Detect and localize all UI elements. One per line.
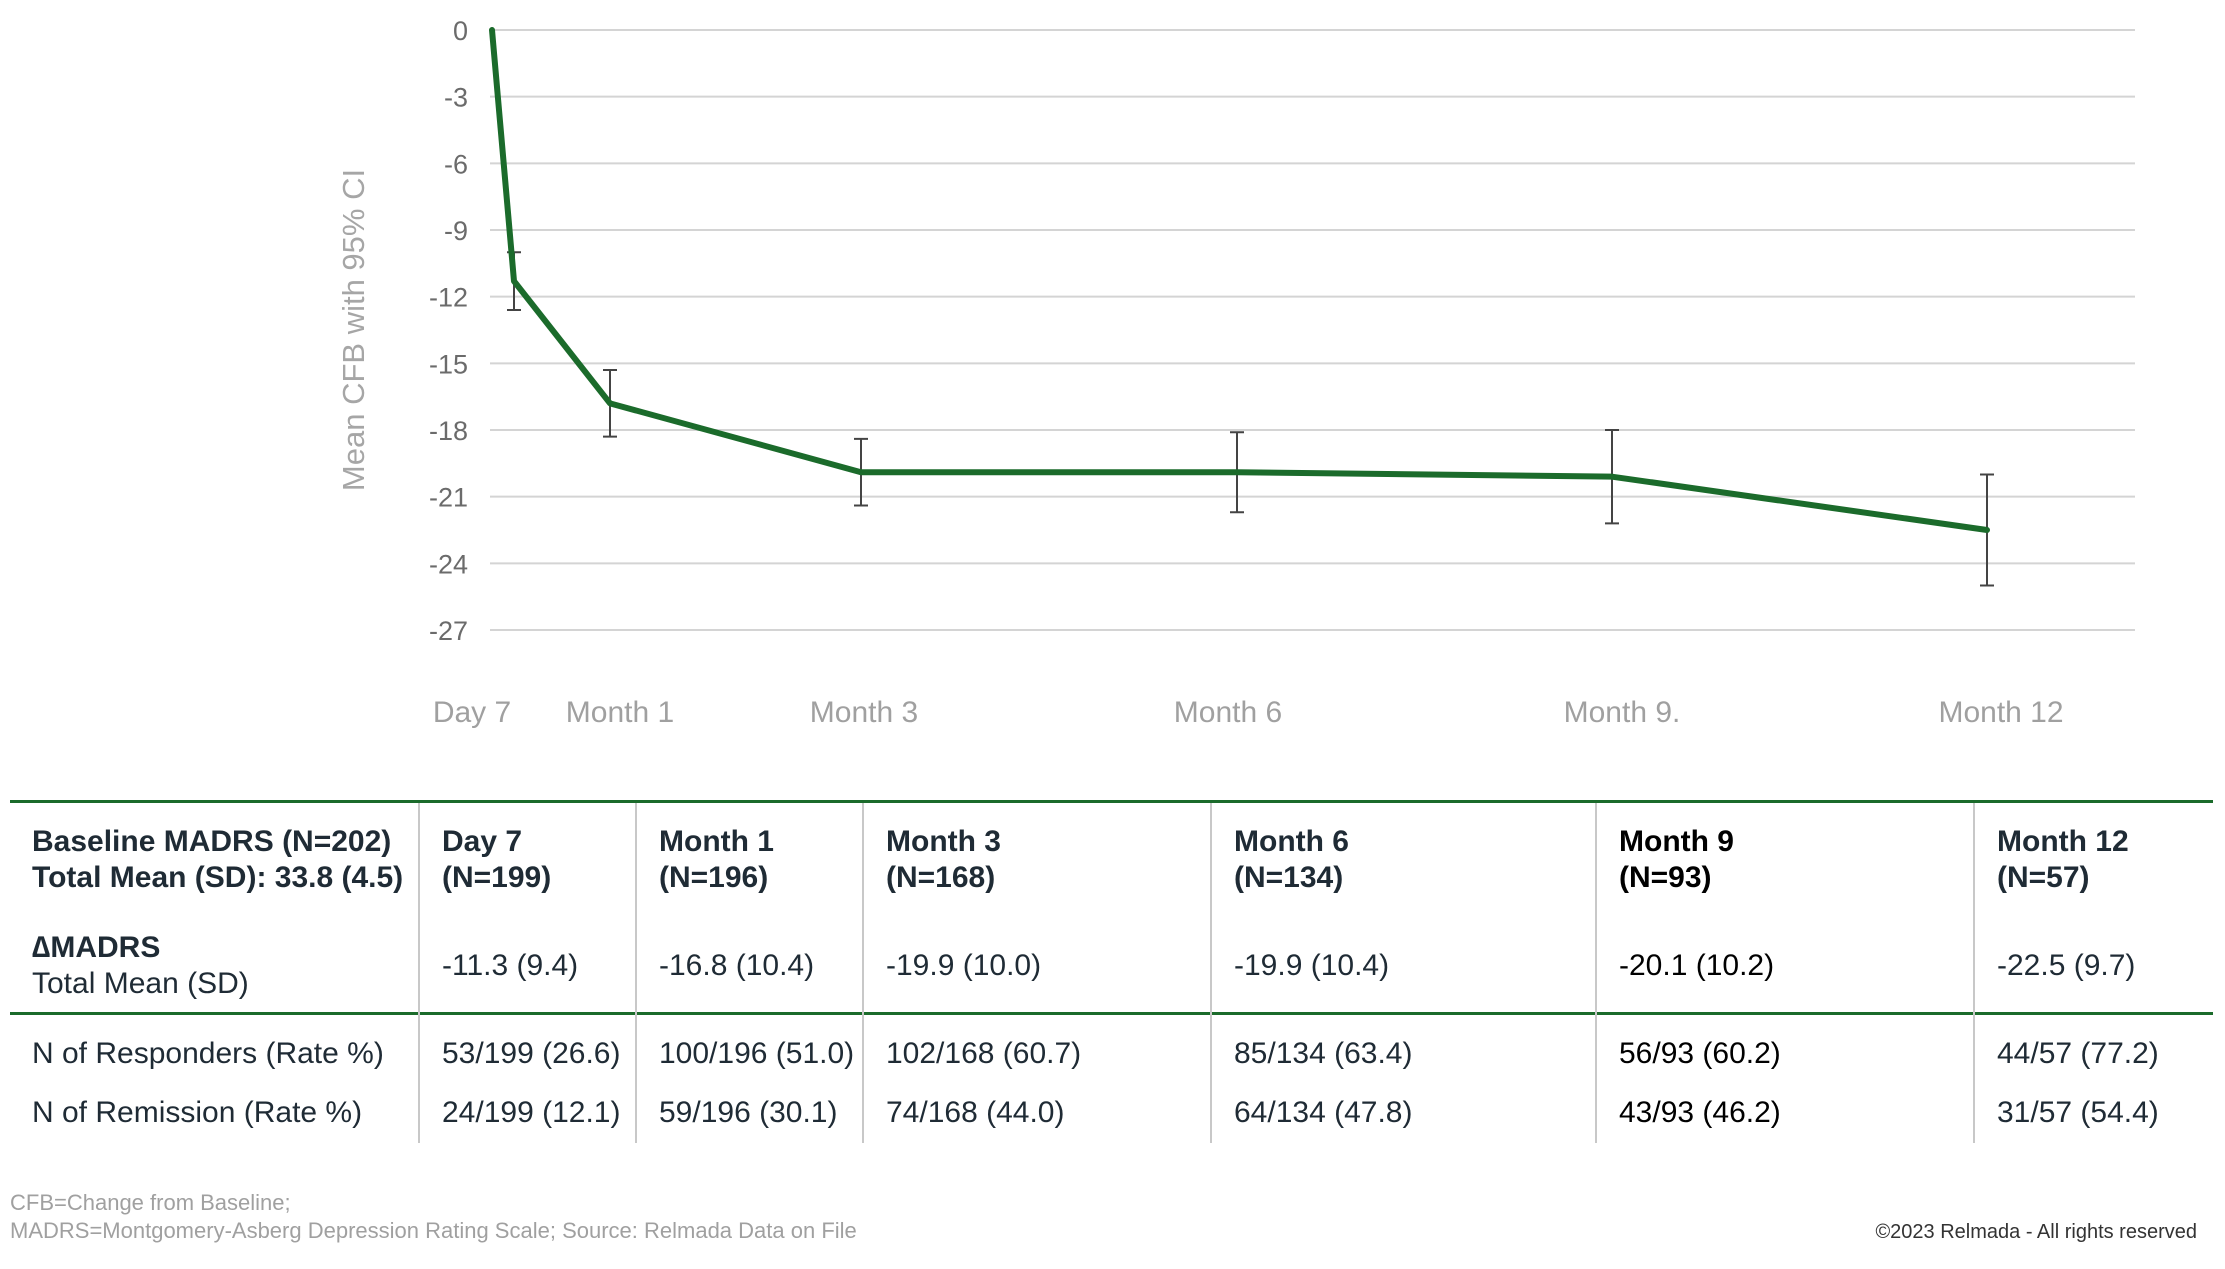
row-label-remission: N of Remission (Rate %) — [32, 1096, 363, 1129]
column-n: (N=196) — [659, 861, 769, 894]
y-tick-label: -9 — [444, 216, 468, 246]
y-tick-label: -21 — [429, 483, 468, 513]
y-tick-label: -6 — [444, 149, 468, 179]
table-header-month9: Month 9 (N=93) — [1619, 824, 1734, 896]
row-label-delta-madrs: ∆MADRS Total Mean (SD) — [32, 930, 249, 1002]
table-cell: 44/57 (77.2) — [1997, 1037, 2159, 1070]
delta-madrs-label: ∆MADRS — [32, 931, 161, 964]
baseline-total-mean-label: Total Mean (SD): 33.8 (4.5) — [32, 861, 404, 894]
column-title: Month 1 — [659, 825, 774, 858]
table-cell: 59/196 (30.1) — [659, 1096, 838, 1129]
table-header-day7: Day 7 (N=199) — [442, 824, 551, 896]
col-divider — [635, 803, 637, 1143]
table-cell: 102/168 (60.7) — [886, 1037, 1082, 1070]
x-tick-label: Month 12 — [1938, 696, 2063, 729]
table-top-rule — [10, 800, 2213, 803]
total-mean-sd-label: Total Mean (SD) — [32, 967, 249, 1000]
table-header-month6: Month 6 (N=134) — [1234, 824, 1349, 896]
series-line — [489, 27, 1990, 533]
table-cell: -19.9 (10.0) — [886, 949, 1042, 982]
table-header-month3: Month 3 (N=168) — [886, 824, 1001, 896]
table-cell: 56/93 (60.2) — [1619, 1037, 1781, 1070]
copyright: ©2023 Relmada - All rights reserved — [1875, 1221, 2197, 1243]
table-cell: -19.9 (10.4) — [1234, 949, 1390, 982]
y-tick-label: -27 — [429, 616, 468, 646]
x-tick-label: Month 3 — [810, 696, 918, 729]
table-cell: -22.5 (9.7) — [1997, 949, 2136, 982]
y-tick-label: -3 — [444, 83, 468, 113]
table-cell: 64/134 (47.8) — [1234, 1096, 1413, 1129]
table-cell: 31/57 (54.4) — [1997, 1096, 2159, 1129]
baseline-madrs-label: Baseline MADRS (N=202) — [32, 825, 392, 858]
x-tick-label: Day 7 — [433, 696, 511, 729]
col-divider — [418, 803, 420, 1143]
table-header-month12: Month 12 (N=57) — [1997, 824, 2129, 896]
table-cell: 53/199 (26.6) — [442, 1037, 621, 1070]
column-title: Month 3 — [886, 825, 1001, 858]
column-n: (N=199) — [442, 861, 552, 894]
table-cell: 24/199 (12.1) — [442, 1096, 621, 1129]
column-title: Month 12 — [1997, 825, 2129, 858]
table-cell: -20.1 (10.2) — [1619, 949, 1775, 982]
table-cell: -11.3 (9.4) — [442, 949, 579, 982]
column-n: (N=134) — [1234, 861, 1344, 894]
table-cell: -16.8 (10.4) — [659, 949, 815, 982]
col-divider — [862, 803, 864, 1143]
x-tick-label: Month 6 — [1174, 696, 1282, 729]
x-tick-label: Month 1 — [566, 696, 674, 729]
table-mid-rule — [10, 1012, 2213, 1015]
column-title: Month 6 — [1234, 825, 1349, 858]
x-tick-label: Month 9. — [1564, 696, 1681, 729]
footnote-madrs: MADRS=Montgomery-Asberg Depression Ratin… — [10, 1218, 857, 1243]
y-axis-ticks: 0 -3 -6 -9 -12 -15 -18 -21 -24 -27 — [429, 16, 468, 646]
y-tick-label: -18 — [429, 416, 468, 446]
table-cell: 85/134 (63.4) — [1234, 1037, 1413, 1070]
table-header-month1: Month 1 (N=196) — [659, 824, 774, 896]
y-tick-label: -12 — [429, 283, 468, 313]
table-cell: 43/93 (46.2) — [1619, 1096, 1781, 1129]
table-cell: 100/196 (51.0) — [659, 1037, 855, 1070]
error-bars — [507, 251, 1994, 587]
x-axis-ticks: Day 7 Month 1 Month 3 Month 6 Month 9. Month … — [433, 696, 2064, 729]
column-title: Day 7 — [442, 825, 523, 858]
table-cell: 74/168 (44.0) — [886, 1096, 1065, 1129]
y-tick-label: -24 — [429, 549, 468, 579]
row-label-responders: N of Responders (Rate %) — [32, 1037, 384, 1070]
line-chart: 0 -3 -6 -9 -12 -15 -18 -21 -24 -27 Day 7 Month 1 Mo… — [336, 16, 2135, 729]
table-header-baseline: Baseline MADRS (N=202) Total Mean (SD): … — [32, 824, 403, 896]
col-divider — [1595, 803, 1597, 1143]
footnote-cfb: CFB=Change from Baseline; — [10, 1190, 291, 1215]
column-n: (N=57) — [1997, 861, 2090, 894]
y-tick-label: -15 — [429, 349, 468, 379]
y-axis-label: Mean CFB with 95% CI — [336, 169, 371, 491]
grid-lines — [490, 29, 2135, 631]
column-n: (N=168) — [886, 861, 996, 894]
column-n: (N=93) — [1619, 861, 1712, 894]
col-divider — [1973, 803, 1975, 1143]
column-title: Month 9 — [1619, 825, 1734, 858]
y-tick-label: 0 — [453, 16, 468, 46]
col-divider — [1210, 803, 1212, 1143]
